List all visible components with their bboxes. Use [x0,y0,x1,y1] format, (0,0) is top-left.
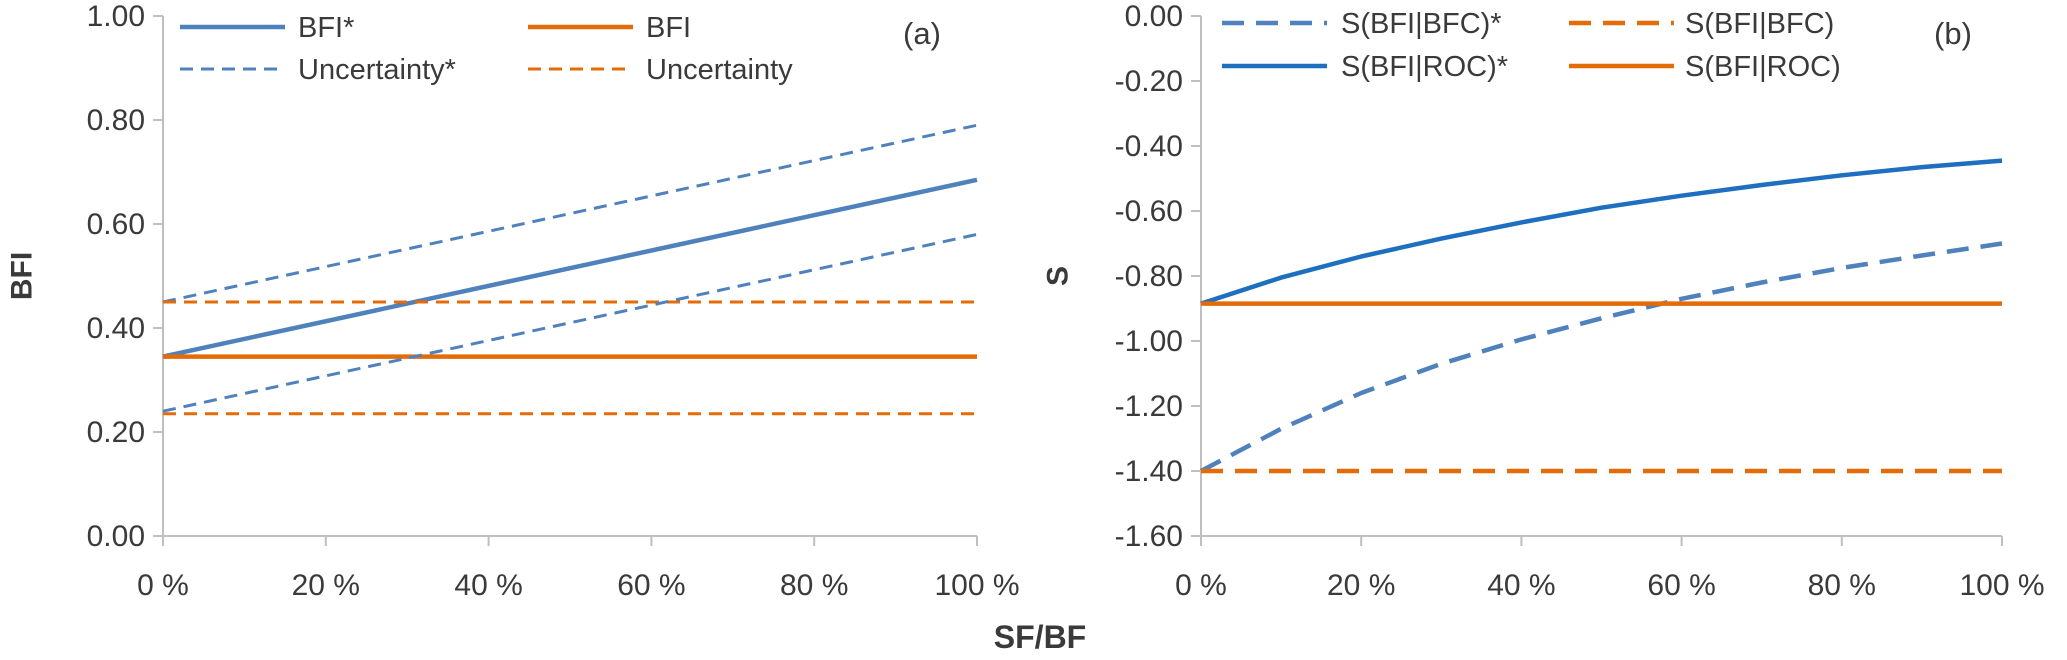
panel-b-y-tick-label: -1.00 [1115,325,1183,358]
panel-a-bfi-chart: 0.00 0.20 0.40 0.60 0.80 1.00 0 % 20 % 40 % 60 % 8… [6,0,1020,602]
panel-b-y-tick-label: -0.40 [1115,130,1183,163]
panel-b-legend-label: S(BFI|ROC) [1685,51,1841,83]
panel-a-y-tick-label: 0.40 [87,312,145,345]
panel-b-x-tick-label: 20 % [1327,569,1395,602]
panel-b-legend-label: S(BFI|BFC) [1685,8,1834,40]
panel-b-y-tick-label: -1.60 [1115,520,1183,553]
panel-a-x-tick-label: 80 % [780,569,848,602]
panel-a-legend-label: Uncertainty [646,54,793,86]
panel-b-y-axis-label: S [1042,266,1075,286]
panel-b-x-tick-label: 80 % [1808,569,1876,602]
panel-a-x-tick-label: 100 % [934,569,1019,602]
panel-b-x-tick-label: 100 % [1959,569,2044,602]
panel-b-legend-label: S(BFI|ROC)* [1341,51,1508,83]
panel-a-x-tick-label: 40 % [454,569,522,602]
panel-b-series-s-bfi-roc-line [1200,158,2003,306]
panel-b-x-tick-label: 0 % [1175,569,1227,602]
panel-a-y-tick-label: 0.00 [87,520,145,553]
shared-x-axis-label: SF/BF [994,619,1086,655]
panel-b-s-chart: 0.00 -0.20 -0.40 -0.60 -0.80 -1.00 -1.20 -1.40 -… [1042,0,2045,602]
panel-b-y-tick-label: -1.20 [1115,390,1183,423]
panel-b-x-tick-label: 60 % [1647,569,1715,602]
panel-a-x-tick-label: 60 % [617,569,685,602]
panel-b-y-tick-label: -0.20 [1115,65,1183,98]
panel-b-series-s-bfi-bfc-line [1199,241,2003,473]
panel-a-panel-label: (a) [903,16,941,51]
panel-a-legend-label: BFI [646,12,691,44]
panel-a-y-tick-label: 0.80 [87,104,145,137]
panel-a-y-axis-label: BFI [6,252,39,300]
panel-a-y-tick-label: 0.20 [87,416,145,449]
panel-a-x-tick-label: 20 % [292,569,360,602]
panel-b-y-tick-label: -0.80 [1115,260,1183,293]
panel-b-y-tick-label: 0.00 [1125,0,1183,33]
panel-a-x-tick-label: 0 % [137,569,189,602]
panel-b-y-tick-label: -0.60 [1115,195,1183,228]
panel-a-y-tick-label: 1.00 [87,0,145,33]
panel-a-y-tick-label: 0.60 [87,208,145,241]
panel-b-y-tick-label: -1.40 [1115,455,1183,488]
panel-a-series-uncertainty-line [162,123,978,304]
panel-a-series-uncertainty-lower-line [162,232,978,413]
panel-b-legend-label: S(BFI|BFC)* [1341,8,1502,40]
panel-b-x-tick-label: 40 % [1487,569,1555,602]
panel-a-legend-label: Uncertainty* [298,54,456,86]
panel-b-panel-label: (b) [1934,16,1972,51]
panel-a-legend-label: BFI* [298,12,354,44]
panel-a-series-bfi-line [162,177,978,359]
